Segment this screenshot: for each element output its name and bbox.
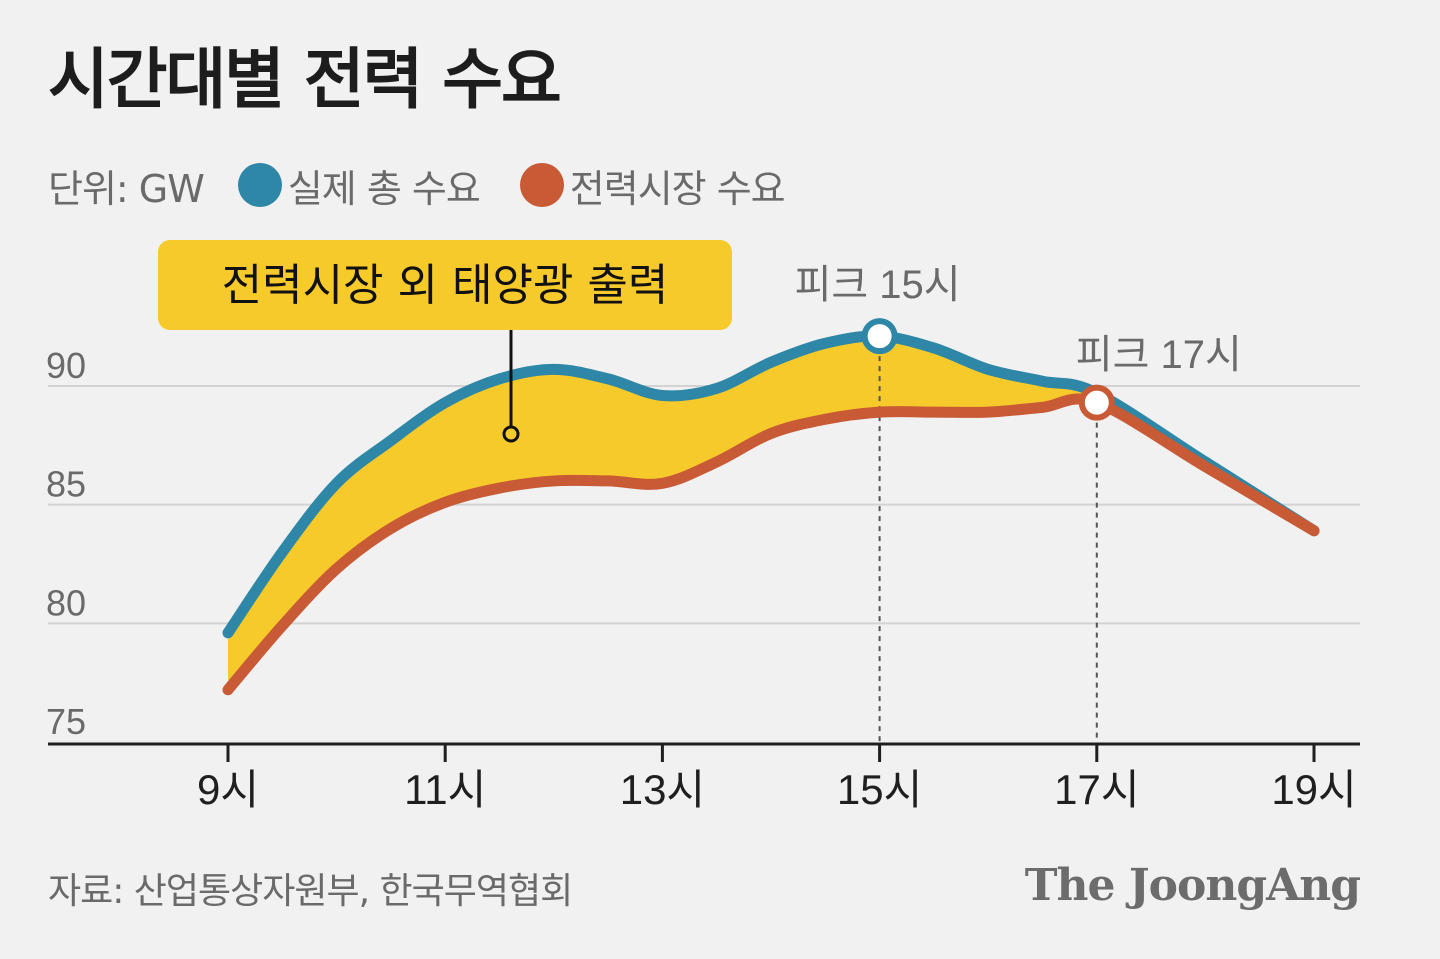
legend: 단위: GW 실제 총 수요 전력시장 수요: [48, 158, 825, 213]
brand-logo: The JoongAng: [1024, 860, 1361, 911]
y-tick-label-75: 75: [46, 701, 86, 742]
unit-label: 단위: GW: [48, 166, 205, 211]
peak-label-17: 피크 17시: [1076, 333, 1242, 377]
callout-label: 전력시장 외 태양광 출력: [222, 260, 669, 311]
x-tick-label-15: 15시: [837, 766, 922, 813]
series-line-market: [222, 393, 1320, 696]
y-tick-label-85: 85: [46, 464, 86, 505]
legend-item-market: 전력시장 수요: [519, 158, 786, 213]
legend-dot-market: [519, 163, 564, 207]
solar-gap-area: [228, 336, 1314, 690]
legend-label-market: 전력시장 수요: [569, 166, 786, 211]
callout-pointer: [502, 425, 520, 443]
callout-box: [158, 240, 732, 330]
x-tick-label-17: 17시: [1054, 766, 1139, 813]
legend-item-total: 실제 총 수요: [237, 158, 481, 213]
x-tick-label-19: 19시: [1271, 766, 1356, 813]
peak-label-15: 피크 15시: [795, 263, 961, 307]
series-line-total: [222, 330, 1320, 639]
peak-marker-17: [1078, 384, 1115, 421]
legend-label-total: 실제 총 수요: [287, 166, 481, 211]
y-tick-label-80: 80: [46, 582, 86, 623]
x-tick-label-9: 9시: [197, 766, 259, 813]
peak-marker-15: [861, 318, 898, 355]
source-label: 자료: 산업통상자원부, 한국무역협회: [48, 871, 573, 912]
legend-dot-total: [237, 163, 282, 207]
y-tick-label-90: 90: [46, 345, 86, 386]
page-title: 시간대별 전력 수요: [48, 41, 562, 118]
x-tick-label-13: 13시: [620, 766, 705, 813]
x-tick-label-11: 11시: [404, 766, 486, 813]
